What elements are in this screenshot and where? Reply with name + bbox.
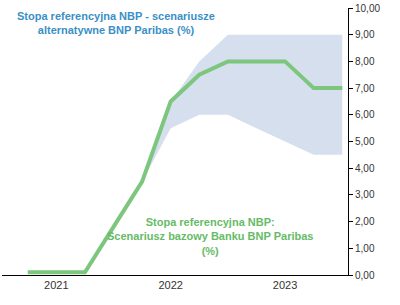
svg-text:2,00: 2,00 [355, 216, 375, 227]
svg-text:Stopa referencyjna NBP - scena: Stopa referencyjna NBP - scenariuszealte… [17, 10, 215, 36]
svg-text:6,00: 6,00 [355, 109, 375, 120]
svg-text:Stopa referencyjna NBP:Scenari: Stopa referencyjna NBP:Scenariusz bazowy… [107, 216, 313, 257]
svg-text:8,00: 8,00 [355, 56, 375, 67]
svg-text:2022: 2022 [158, 279, 182, 291]
svg-text:7,00: 7,00 [355, 83, 375, 94]
svg-text:2021: 2021 [44, 279, 68, 291]
svg-text:9,00: 9,00 [355, 29, 375, 40]
svg-text:4,00: 4,00 [355, 163, 375, 174]
svg-text:5,00: 5,00 [355, 136, 375, 147]
svg-text:10,00: 10,00 [355, 3, 380, 14]
svg-text:2023: 2023 [273, 279, 297, 291]
svg-text:0,00: 0,00 [355, 270, 375, 281]
svg-text:1,00: 1,00 [355, 243, 375, 254]
svg-text:3,00: 3,00 [355, 189, 375, 200]
